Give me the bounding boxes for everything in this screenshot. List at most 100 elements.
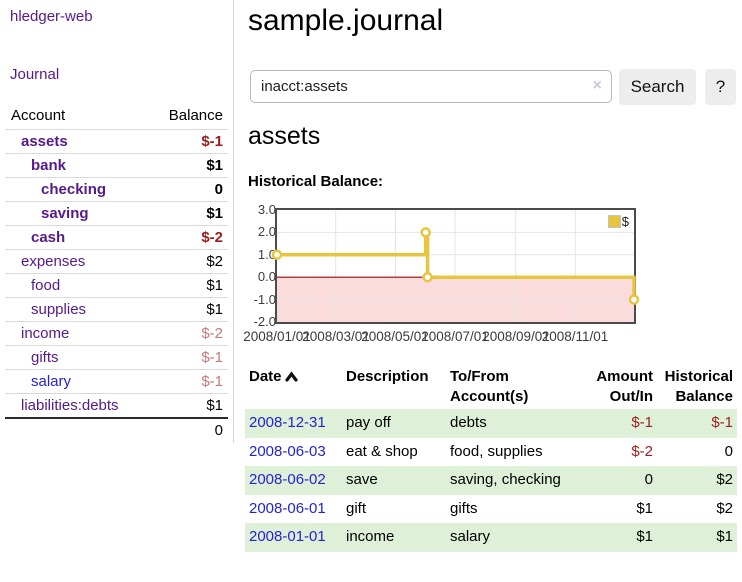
account-page-title: assets	[248, 122, 321, 150]
account-link-supplies[interactable]: supplies	[31, 301, 87, 318]
account-balance: 0	[146, 177, 228, 202]
chart-canvas	[271, 210, 640, 322]
accounts-table: Account Balance assets $-1 bank $1 check…	[5, 104, 228, 442]
x-tick: 2008/11/01	[541, 329, 609, 344]
column-header-date[interactable]: Date	[245, 363, 342, 409]
search-button[interactable]: Search	[619, 69, 696, 105]
x-tick: 2008/09/01	[482, 329, 550, 344]
transaction-amount: $1	[636, 499, 653, 517]
account-row-checking: checking 0	[5, 177, 228, 202]
transaction-date-link[interactable]: 2008-06-03	[249, 442, 326, 460]
transaction-row: 2008-06-01 gift gifts $1 $2	[245, 495, 737, 524]
account-link-checking[interactable]: checking	[41, 181, 107, 198]
account-row-assets: assets $-1	[5, 129, 228, 154]
y-tick: 2.0	[257, 224, 276, 239]
transaction-date-link[interactable]: 2008-06-01	[249, 499, 326, 517]
transaction-amount: $-2	[631, 442, 653, 460]
y-tick: -1.0	[253, 292, 276, 307]
account-link-gifts[interactable]: gifts	[31, 349, 59, 366]
chart-legend: $	[605, 213, 631, 230]
account-link-liabilities-debts[interactable]: liabilities:debts	[21, 397, 119, 414]
transaction-balance: $2	[716, 471, 733, 488]
transaction-accounts: debts	[450, 414, 487, 431]
account-balance: $-2	[146, 225, 228, 250]
account-balance: $-1	[146, 129, 228, 154]
transaction-date-link[interactable]: 2008-01-01	[249, 528, 326, 545]
historical-balance-chart: 3.0 2.0 1.0 0.0 -1.0 -2.0	[243, 200, 650, 350]
transaction-amount: $1	[636, 528, 653, 545]
sidebar: hledger-web Journal Account Balance asse…	[0, 0, 233, 582]
account-balance: $-1	[146, 369, 228, 394]
transaction-row: 2008-06-03 eat & shop food, supplies $-2…	[245, 438, 737, 467]
transaction-balance: $2	[716, 499, 733, 517]
transaction-accounts: gifts	[450, 499, 478, 517]
accounts-table-header: Account Balance	[5, 104, 228, 130]
y-tick: 3.0	[257, 202, 276, 217]
app-brand-link[interactable]: hledger-web	[10, 8, 93, 25]
account-balance: $1	[146, 393, 228, 418]
transaction-row: 2008-12-31 pay off debts $-1 $-1	[245, 409, 737, 438]
x-tick: 2008/01/01	[243, 329, 311, 344]
accounts-header-balance: Balance	[168, 107, 223, 124]
transaction-accounts: food, supplies	[450, 442, 543, 460]
account-link-salary[interactable]: salary	[31, 373, 72, 390]
account-balance: $1	[146, 201, 228, 226]
account-row-salary: salary $-1	[5, 369, 228, 394]
legend-label: $	[621, 214, 629, 229]
clear-search-icon[interactable]: ×	[592, 77, 602, 94]
sidebar-item-journal[interactable]: Journal	[10, 66, 60, 83]
account-balance: $-2	[146, 321, 228, 346]
account-row-supplies: supplies $1	[5, 297, 228, 322]
transactions-table: Date Description To/From Account(s) Amou…	[245, 363, 737, 552]
transaction-row: 2008-06-02 save saving, checking 0 $2	[245, 466, 737, 495]
x-tick: 2008/05/01	[361, 329, 429, 344]
account-link-income[interactable]: income	[21, 325, 70, 342]
transaction-description: pay off	[346, 414, 391, 431]
transaction-description: eat & shop	[346, 442, 418, 460]
transaction-description: save	[346, 471, 378, 488]
gridlines	[277, 210, 634, 322]
column-header-balance: Historical Balance	[664, 368, 733, 405]
transaction-amount: 0	[644, 471, 653, 488]
x-tick: 2008/07/01	[421, 329, 489, 344]
account-link-food[interactable]: food	[31, 277, 61, 294]
account-link-cash[interactable]: cash	[31, 229, 66, 246]
help-button[interactable]: ?	[705, 69, 736, 105]
chart-title: Historical Balance:	[248, 173, 384, 190]
column-header-accounts: To/From Account(s)	[450, 368, 529, 405]
transaction-description: gift	[346, 499, 367, 517]
accounts-total-row: 0	[5, 417, 228, 442]
accounts-header-account: Account	[11, 107, 66, 124]
account-link-expenses[interactable]: expenses	[21, 253, 86, 270]
data-point-markers	[271, 227, 640, 305]
account-row-cash: cash $-2	[5, 225, 228, 250]
transaction-accounts: saving, checking	[450, 471, 561, 488]
search-form: ×	[250, 70, 612, 103]
sort-ascending-icon	[284, 368, 298, 388]
column-header-amount: Amount Out/In	[596, 368, 653, 405]
y-tick: -2.0	[253, 314, 276, 329]
sidebar-divider	[233, 0, 234, 443]
transaction-date-link[interactable]: 2008-06-02	[249, 471, 326, 488]
search-input[interactable]	[250, 70, 612, 103]
transaction-balance: $-1	[711, 414, 733, 431]
accounts-total-value: 0	[146, 417, 228, 442]
transaction-amount: $-1	[631, 414, 653, 431]
account-link-assets[interactable]: assets	[21, 133, 68, 150]
account-row-gifts: gifts $-1	[5, 345, 228, 370]
transaction-description: income	[346, 528, 395, 545]
account-row-expenses: expenses $2	[5, 249, 228, 274]
account-row-income: income $-2	[5, 321, 228, 346]
account-balance: $1	[146, 273, 228, 298]
account-balance: $1	[146, 297, 228, 322]
account-balance: $2	[146, 249, 228, 274]
transaction-date-link[interactable]: 2008-12-31	[249, 414, 326, 431]
y-tick: 0.0	[257, 269, 276, 284]
account-link-saving[interactable]: saving	[41, 205, 89, 222]
transaction-balance: $1	[716, 528, 733, 545]
transaction-accounts: salary	[450, 528, 491, 545]
account-balance: $-1	[146, 345, 228, 370]
transaction-row: 2008-01-01 income salary $1 $1	[245, 523, 737, 552]
account-link-bank[interactable]: bank	[31, 157, 67, 174]
page-title: sample.journal	[248, 4, 444, 37]
